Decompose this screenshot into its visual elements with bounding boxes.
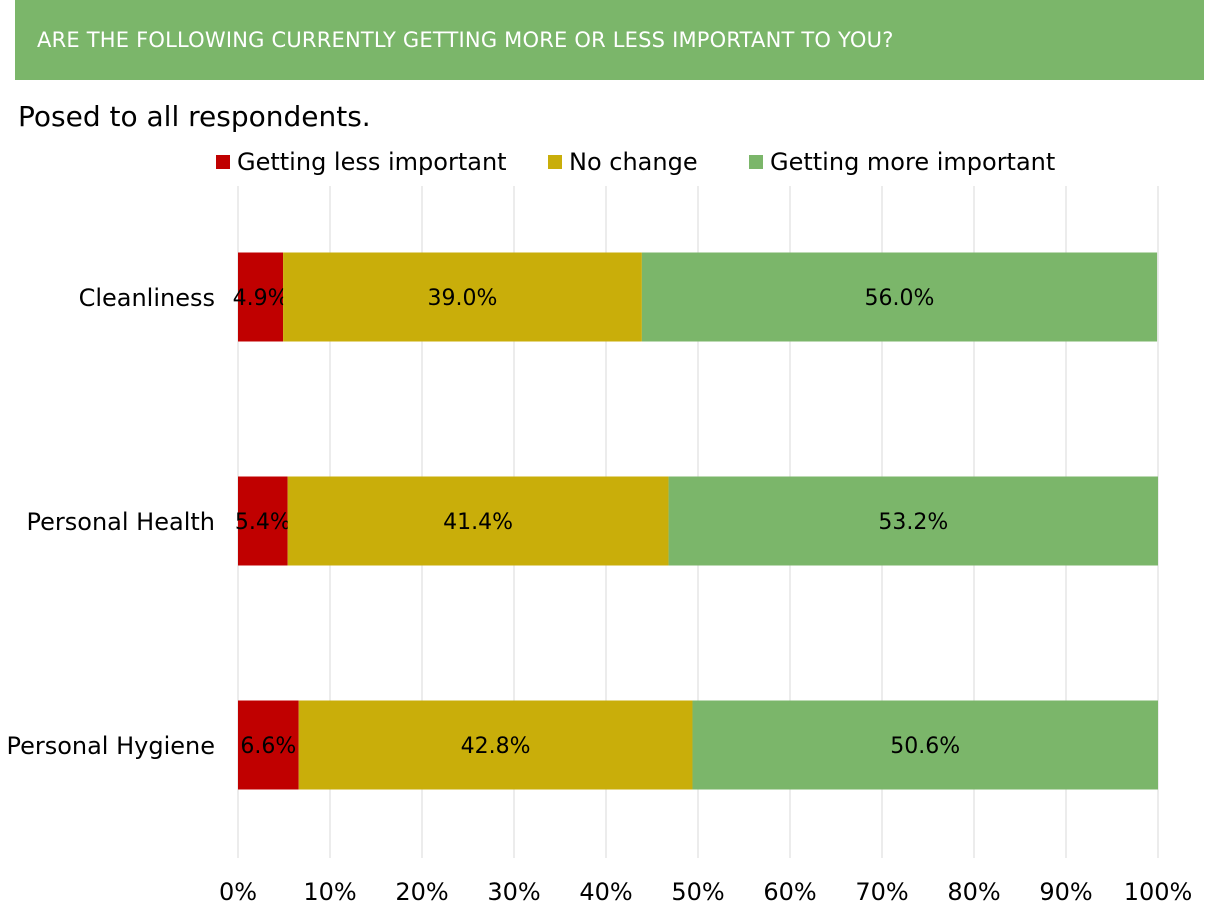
x-tick-label: 0% — [219, 878, 257, 906]
legend-label-less: Getting less important — [237, 148, 507, 176]
bar-segment — [238, 476, 288, 566]
x-tick-label: 100% — [1124, 878, 1193, 906]
question-header: ARE THE FOLLOWING CURRENTLY GETTING MORE… — [15, 0, 1204, 80]
category-label: Personal Health — [27, 508, 215, 536]
x-tick-label: 80% — [947, 878, 1000, 906]
bar-segment — [692, 700, 1158, 790]
x-tick-label: 50% — [671, 878, 724, 906]
data-label: 50.6% — [890, 734, 960, 759]
bar-segment — [298, 700, 693, 790]
bar-segment — [641, 252, 1158, 342]
data-label: 4.9% — [233, 286, 289, 311]
legend-label-more: Getting more important — [770, 148, 1056, 176]
category-label: Personal Hygiene — [6, 732, 215, 760]
bar-segment — [287, 476, 669, 566]
legend-label-no-change: No change — [569, 148, 698, 176]
category-label: Cleanliness — [79, 284, 215, 312]
x-tick-label: 10% — [303, 878, 356, 906]
bar-segment — [283, 252, 642, 342]
data-label: 39.0% — [428, 286, 498, 311]
data-label: 56.0% — [865, 286, 935, 311]
x-tick-label: 40% — [579, 878, 632, 906]
question-title: ARE THE FOLLOWING CURRENTLY GETTING MORE… — [37, 28, 894, 52]
x-tick-label: 70% — [855, 878, 908, 906]
chart-legend: Getting less important No change Getting… — [0, 144, 1205, 184]
x-tick-label: 30% — [487, 878, 540, 906]
legend-swatch-no-change — [548, 155, 562, 169]
bar-segment — [238, 252, 284, 342]
x-tick-label: 60% — [763, 878, 816, 906]
data-label: 41.4% — [443, 510, 513, 535]
legend-swatch-less — [216, 155, 230, 169]
x-tick-label: 90% — [1039, 878, 1092, 906]
bar-segment — [668, 476, 1158, 566]
data-label: 5.4% — [235, 510, 291, 535]
data-label: 42.8% — [461, 734, 531, 759]
data-label: 53.2% — [878, 510, 948, 535]
chart-subtitle: Posed to all respondents. — [18, 100, 371, 133]
legend-swatch-more — [749, 155, 763, 169]
data-label: 6.6% — [240, 734, 296, 759]
bar-segment — [238, 700, 299, 790]
x-tick-label: 20% — [395, 878, 448, 906]
